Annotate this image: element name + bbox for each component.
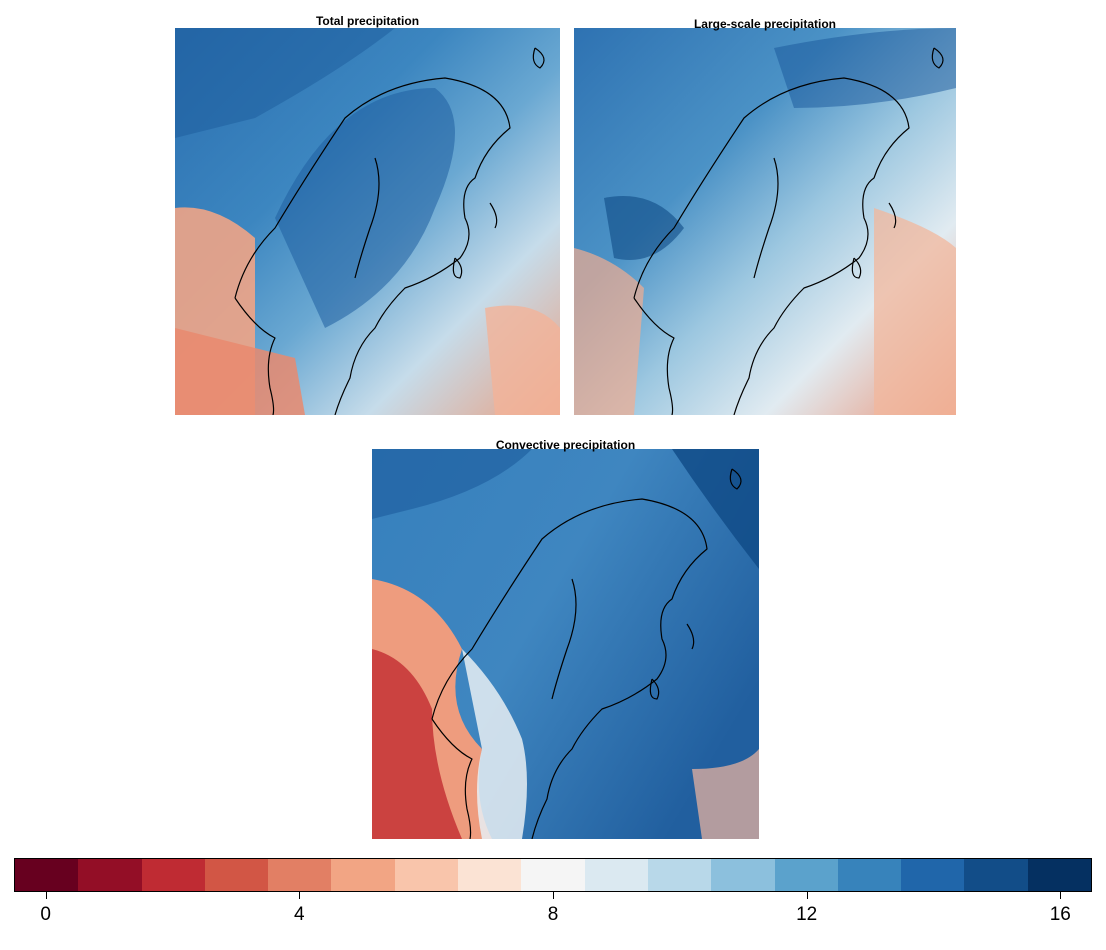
colorbar-segment bbox=[331, 859, 395, 891]
colorbar-tick bbox=[806, 892, 808, 899]
colorbar-segment bbox=[901, 859, 965, 891]
panel-large-scale-precipitation: Large-scale precipitation bbox=[574, 17, 956, 415]
colorbar-segment bbox=[584, 859, 648, 891]
map-total-precipitation bbox=[175, 28, 560, 415]
colorbar-segment bbox=[458, 859, 522, 891]
colorbar-segment bbox=[394, 859, 459, 891]
map-convective-precipitation bbox=[372, 449, 759, 839]
colorbar-segment bbox=[268, 859, 332, 891]
colorbar-tick bbox=[553, 892, 554, 899]
map-large-scale-precipitation bbox=[574, 28, 956, 415]
colorbar-segment bbox=[1027, 859, 1092, 891]
colorbar-tick bbox=[1060, 892, 1062, 899]
colorbar-segment bbox=[837, 859, 902, 891]
colorbar-segment bbox=[647, 859, 712, 891]
colorbar-segment bbox=[964, 859, 1028, 891]
colorbar-tick-label: 4 bbox=[294, 904, 305, 925]
colorbar bbox=[14, 858, 1092, 892]
colorbar-segment bbox=[141, 859, 205, 891]
colorbar-tick-label: 16 bbox=[1049, 904, 1071, 925]
colorbar-tick bbox=[299, 892, 301, 899]
colorbar-tick-label: 12 bbox=[796, 904, 818, 925]
panel-convective-precipitation: Convective precipitation bbox=[372, 438, 759, 839]
colorbar-segment bbox=[521, 859, 585, 891]
panel-title-convective: Convective precipitation bbox=[495, 438, 636, 452]
panel-title-large-scale: Large-scale precipitation bbox=[693, 17, 837, 31]
colorbar-segment bbox=[15, 859, 79, 891]
panel-title-total: Total precipitation bbox=[315, 14, 420, 28]
panel-total-precipitation: Total precipitation bbox=[175, 14, 560, 415]
colorbar-segment bbox=[78, 859, 142, 891]
colorbar-tick bbox=[45, 892, 47, 899]
colorbar-tick-label: 8 bbox=[547, 904, 559, 925]
colorbar-segment bbox=[204, 859, 269, 891]
colorbar-tick-label: 0 bbox=[40, 904, 51, 925]
colorbar-segment bbox=[711, 859, 775, 891]
colorbar-segment bbox=[774, 859, 838, 891]
